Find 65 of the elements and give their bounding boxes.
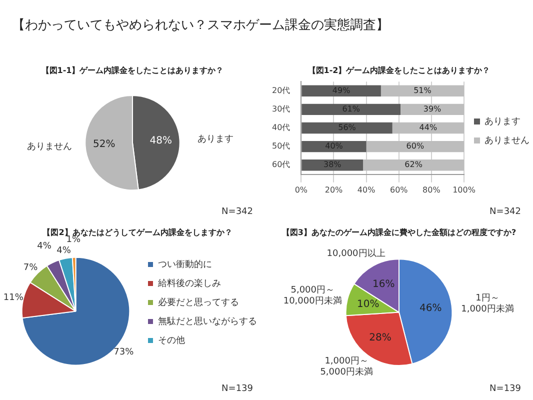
- bar: [302, 85, 381, 96]
- x-tick-label: 60%: [390, 185, 408, 194]
- data-label: 46%: [420, 302, 442, 314]
- bar: [366, 140, 464, 152]
- y-tick-label: 50代: [272, 142, 290, 151]
- legend-label: 給料後の楽しみ: [157, 278, 221, 289]
- slice-label: ありません: [26, 142, 72, 152]
- bar: [302, 160, 364, 171]
- text: 【わかっていてもやめられない？スマホゲーム課金の実態調査】: [12, 17, 389, 34]
- data-label: 40%: [325, 142, 344, 151]
- data-label: 4%: [56, 246, 72, 256]
- y-tick-label: 30代: [272, 104, 290, 114]
- data-label: 56%: [338, 123, 356, 132]
- data-label: 44%: [419, 123, 438, 132]
- x-tick-label: 20%: [324, 185, 344, 194]
- bar: [400, 104, 464, 116]
- slice-label: あります: [198, 134, 234, 144]
- legend-label: つい衝動的に: [158, 258, 212, 270]
- chart-title: 【図3】あなたのゲーム内課金に費やした金額はどの程度ですか?: [282, 226, 516, 237]
- y-tick-label: 60代: [272, 160, 290, 170]
- x-tick-label: 100%: [452, 185, 476, 194]
- data-label: 11%: [3, 293, 24, 304]
- chart-title: 【図1-2】ゲーム内課金をしたことはありますか？: [308, 66, 490, 75]
- slice-label: 1,000円～5,000円未満: [320, 356, 373, 378]
- slice-label: 1円～1,000円未満: [461, 294, 514, 315]
- bar: [380, 85, 464, 96]
- legend-label: 無駄だと思いながらする: [158, 316, 257, 327]
- data-label: 16%: [372, 278, 395, 290]
- bar: [302, 104, 400, 116]
- slice-label: 10,000円以上: [326, 248, 386, 259]
- slice-label: 5,000円～10,000円未満: [283, 285, 342, 306]
- data-label: 4%: [37, 242, 52, 252]
- data-label: 73%: [114, 348, 134, 358]
- data-label: 28%: [369, 332, 392, 344]
- data-label: 61%: [342, 104, 360, 114]
- legend-label: あります: [484, 116, 520, 127]
- data-label: 62%: [404, 160, 423, 170]
- bar: [302, 122, 392, 134]
- bar: [392, 122, 464, 134]
- chart-title: 【図2】あなたはどうしてゲーム内課金をしますか？: [42, 228, 232, 237]
- legend-label: ありません: [484, 136, 530, 146]
- data-label: 48%: [150, 136, 172, 147]
- data-label: 1%: [66, 234, 82, 245]
- data-label: 51%: [414, 86, 432, 95]
- text: N=342: [222, 206, 253, 217]
- y-tick-label: 20代: [272, 86, 290, 95]
- data-label: 38%: [323, 160, 342, 170]
- x-tick-label: 40%: [357, 185, 376, 194]
- chart-title: 【図1-1】ゲーム内課金をしたことはありますか？: [41, 66, 224, 75]
- x-tick-label: 80%: [422, 185, 441, 194]
- text: N=139: [222, 384, 254, 394]
- bar: [363, 160, 464, 171]
- x-tick-label: 0%: [294, 185, 308, 194]
- legend-label: 必要だと思ってする: [158, 296, 239, 308]
- bar: [302, 140, 366, 152]
- text: N=139: [490, 384, 522, 394]
- data-label: 60%: [406, 142, 424, 151]
- legend-label: その他: [158, 334, 185, 346]
- data-label: 49%: [332, 86, 351, 95]
- data-label: 52%: [93, 139, 116, 150]
- text: N=342: [490, 206, 521, 217]
- data-label: 39%: [423, 104, 442, 114]
- data-label: 7%: [23, 262, 38, 273]
- data-label: 10%: [356, 298, 380, 310]
- y-tick-label: 40代: [272, 123, 290, 132]
